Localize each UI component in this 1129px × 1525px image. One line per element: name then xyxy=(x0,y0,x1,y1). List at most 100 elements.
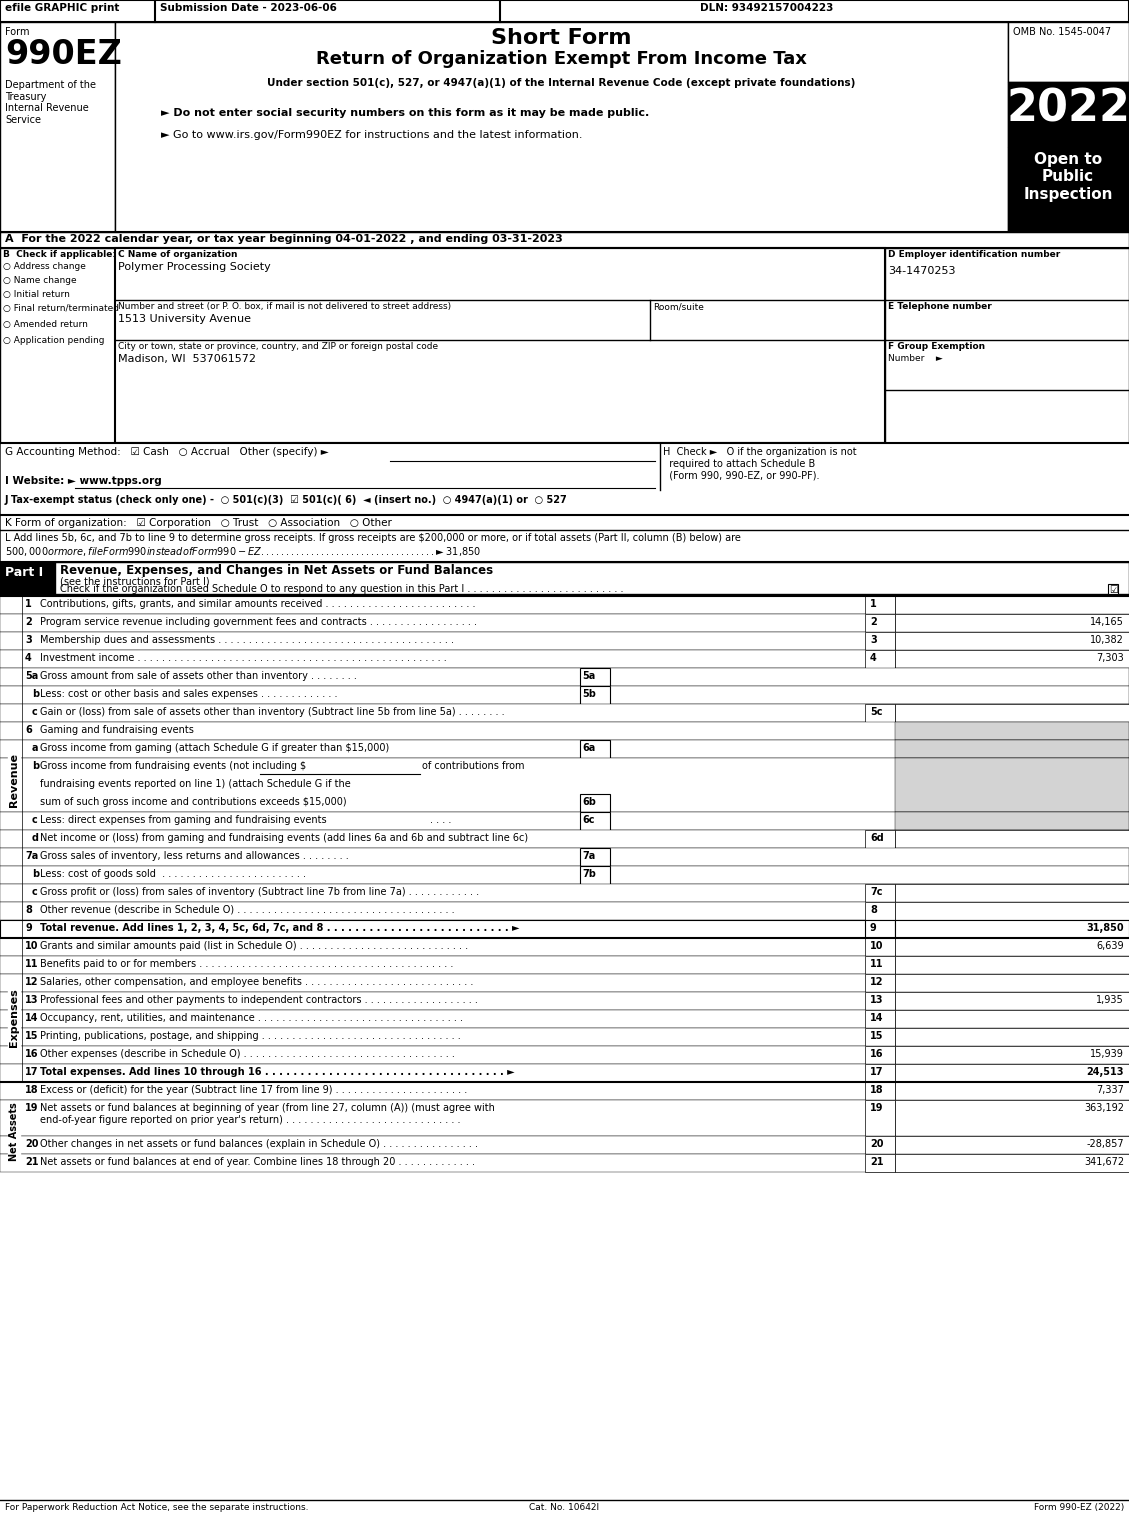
Bar xyxy=(895,615,1129,631)
Bar xyxy=(0,901,1129,920)
Text: fundraising events reported on line 1) (attach Schedule G if the: fundraising events reported on line 1) (… xyxy=(40,779,351,788)
Text: C Name of organization: C Name of organization xyxy=(119,250,237,259)
Text: Expenses: Expenses xyxy=(9,988,19,1048)
Text: I Website: ► www.tpps.org: I Website: ► www.tpps.org xyxy=(5,476,161,486)
Text: 363,192: 363,192 xyxy=(1084,1103,1124,1113)
Text: 11: 11 xyxy=(25,959,38,968)
Text: Investment income . . . . . . . . . . . . . . . . . . . . . . . . . . . . . . . : Investment income . . . . . . . . . . . … xyxy=(40,653,447,663)
Text: DLN: 93492157004223: DLN: 93492157004223 xyxy=(700,3,833,14)
Text: 7c: 7c xyxy=(870,888,883,897)
Text: Other expenses (describe in Schedule O) . . . . . . . . . . . . . . . . . . . . : Other expenses (describe in Schedule O) … xyxy=(40,1049,455,1058)
Text: Program service revenue including government fees and contracts . . . . . . . . : Program service revenue including govern… xyxy=(40,618,476,627)
Bar xyxy=(0,991,1129,1010)
Bar xyxy=(115,249,885,442)
Bar xyxy=(0,1028,1129,1046)
Text: 6a: 6a xyxy=(583,743,595,753)
Text: 12: 12 xyxy=(25,978,38,987)
Text: 18: 18 xyxy=(870,1084,884,1095)
Bar xyxy=(895,1010,1129,1028)
Bar xyxy=(895,901,1129,920)
Text: 5a: 5a xyxy=(583,671,595,682)
Bar xyxy=(115,21,1008,232)
Text: Net assets or fund balances at beginning of year (from line 27, column (A)) (mus: Net assets or fund balances at beginning… xyxy=(40,1103,495,1124)
Text: 15: 15 xyxy=(25,1031,38,1042)
Bar xyxy=(895,631,1129,650)
Bar xyxy=(0,442,1129,573)
Text: Room/suite: Room/suite xyxy=(653,302,703,311)
Text: Grants and similar amounts paid (list in Schedule O) . . . . . . . . . . . . . .: Grants and similar amounts paid (list in… xyxy=(40,941,469,952)
Text: ○ Initial return: ○ Initial return xyxy=(3,290,70,299)
Text: ► Do not enter social security numbers on this form as it may be made public.: ► Do not enter social security numbers o… xyxy=(161,108,649,117)
Text: 14: 14 xyxy=(25,1013,38,1023)
Bar xyxy=(865,650,895,668)
Text: 19: 19 xyxy=(870,1103,884,1113)
Text: d: d xyxy=(32,833,40,843)
Text: b: b xyxy=(32,761,40,772)
Bar xyxy=(0,866,1129,884)
Text: H  Check ►   O if the organization is not
  required to attach Schedule B
  (For: H Check ► O if the organization is not r… xyxy=(663,447,857,480)
Bar xyxy=(895,920,1129,938)
Text: ► Go to www.irs.gov/Form990EZ for instructions and the latest information.: ► Go to www.irs.gov/Form990EZ for instru… xyxy=(161,130,583,140)
Text: Occupancy, rent, utilities, and maintenance . . . . . . . . . . . . . . . . . . : Occupancy, rent, utilities, and maintena… xyxy=(40,1013,463,1023)
Bar xyxy=(895,668,1129,705)
Text: 13: 13 xyxy=(25,994,38,1005)
Bar xyxy=(0,249,115,442)
Bar xyxy=(895,758,1129,811)
Bar xyxy=(0,563,1129,595)
Text: F Group Exemption: F Group Exemption xyxy=(889,342,986,351)
Text: 14,165: 14,165 xyxy=(1091,618,1124,627)
Text: sum of such gross income and contributions exceeds $15,000): sum of such gross income and contributio… xyxy=(40,798,347,807)
Text: B  Check if applicable:: B Check if applicable: xyxy=(3,250,116,259)
Bar xyxy=(0,596,1129,615)
Text: Submission Date - 2023-06-06: Submission Date - 2023-06-06 xyxy=(160,3,336,14)
Text: 19: 19 xyxy=(25,1103,38,1113)
Text: 16: 16 xyxy=(25,1049,38,1058)
Bar xyxy=(865,1154,895,1173)
Text: 18: 18 xyxy=(25,1084,38,1095)
Text: Form 990-EZ (2022): Form 990-EZ (2022) xyxy=(1034,1504,1124,1511)
Text: Cat. No. 10642I: Cat. No. 10642I xyxy=(530,1504,599,1511)
Text: 9: 9 xyxy=(870,923,877,933)
Text: Membership dues and assessments . . . . . . . . . . . . . . . . . . . . . . . . : Membership dues and assessments . . . . … xyxy=(40,634,454,645)
Text: 6,639: 6,639 xyxy=(1096,941,1124,952)
Text: ○ Address change: ○ Address change xyxy=(3,262,86,271)
Text: Less: cost of goods sold  . . . . . . . . . . . . . . . . . . . . . . . .: Less: cost of goods sold . . . . . . . .… xyxy=(40,869,306,878)
Text: 15,939: 15,939 xyxy=(1091,1049,1124,1058)
Bar xyxy=(895,1046,1129,1064)
Bar xyxy=(0,1064,1129,1083)
Bar xyxy=(580,866,610,884)
Text: 34-1470253: 34-1470253 xyxy=(889,265,955,276)
Text: 7a: 7a xyxy=(583,851,595,862)
Text: Benefits paid to or for members . . . . . . . . . . . . . . . . . . . . . . . . : Benefits paid to or for members . . . . … xyxy=(40,959,454,968)
Text: b: b xyxy=(32,689,40,698)
Text: 6d: 6d xyxy=(870,833,884,843)
Bar xyxy=(1008,146,1129,232)
Bar xyxy=(895,848,1129,884)
Text: 13: 13 xyxy=(870,994,884,1005)
Text: of contributions from: of contributions from xyxy=(422,761,525,772)
Text: 6: 6 xyxy=(25,724,32,735)
Bar xyxy=(0,563,55,595)
Text: Net Assets: Net Assets xyxy=(9,1103,19,1162)
Text: 7b: 7b xyxy=(583,869,596,878)
Text: ○ Application pending: ○ Application pending xyxy=(3,336,105,345)
Text: Total expenses. Add lines 10 through 16 . . . . . . . . . . . . . . . . . . . . : Total expenses. Add lines 10 through 16 … xyxy=(40,1068,515,1077)
Text: 1: 1 xyxy=(870,599,877,608)
Bar xyxy=(895,1083,1129,1100)
Text: Part I: Part I xyxy=(5,566,43,580)
Text: Net income or (loss) from gaming and fundraising events (add lines 6a and 6b and: Net income or (loss) from gaming and fun… xyxy=(40,833,528,843)
Bar xyxy=(0,938,1129,956)
Text: 1513 University Avenue: 1513 University Avenue xyxy=(119,314,251,323)
Bar xyxy=(895,974,1129,991)
Text: 24,513: 24,513 xyxy=(1086,1068,1124,1077)
Text: 17: 17 xyxy=(870,1068,884,1077)
Text: c: c xyxy=(32,814,37,825)
Text: 10,382: 10,382 xyxy=(1091,634,1124,645)
Bar xyxy=(865,991,895,1010)
Bar xyxy=(865,956,895,974)
Bar xyxy=(0,1046,1129,1064)
Text: 990EZ: 990EZ xyxy=(5,38,122,72)
Text: Revenue, Expenses, and Changes in Net Assets or Fund Balances: Revenue, Expenses, and Changes in Net As… xyxy=(60,564,493,576)
Text: 7,303: 7,303 xyxy=(1096,653,1124,663)
Text: -28,857: -28,857 xyxy=(1086,1139,1124,1148)
